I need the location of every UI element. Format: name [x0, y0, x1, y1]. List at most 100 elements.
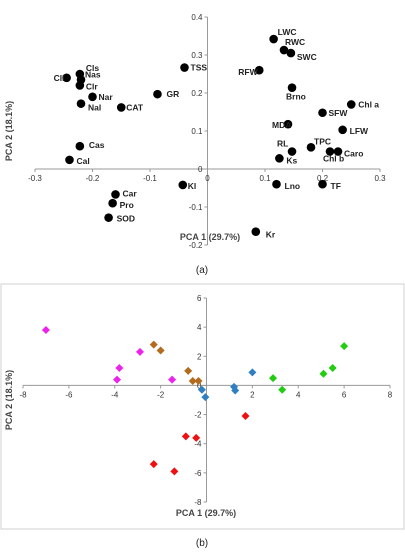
score-point-s4-5 [340, 342, 349, 351]
score-point-s1-5 [168, 375, 177, 384]
point-rwc [279, 45, 289, 55]
score-point-s2-1 [149, 340, 158, 349]
panel-a-chart: -0.3 -0.2 -0.1 0 0.1 0.2 0.3 -0.2 -0.1 0 0.1 0.2 0.3… [4, 13, 386, 250]
score-point-s1-3 [113, 375, 122, 384]
point-kl [178, 180, 188, 190]
point-ks [275, 154, 284, 163]
score-point-s3-2 [201, 393, 210, 402]
x-tick-label: 0.2 [317, 174, 329, 183]
point-pro [108, 198, 117, 208]
point-label-kr: Kr [266, 230, 276, 240]
point-label-gr: GR [166, 89, 179, 99]
point-label-kl: Kl [188, 181, 197, 191]
point-label-pro: Pro [120, 200, 134, 210]
y-tick-label: -2 [194, 411, 202, 420]
x-axis-title: PCA 1 (29.7%) [176, 508, 236, 518]
y-tick-label: -4 [194, 440, 202, 449]
y-tick-label: -0.1 [189, 203, 203, 212]
x-tick-label: -0.3 [28, 174, 42, 183]
y-tick-label: 0.1 [191, 127, 203, 136]
y-axis-title: PCA 2 (18.1%) [4, 370, 14, 430]
point-nar [88, 92, 97, 102]
x-tick-label: -6 [65, 390, 73, 399]
score-point-s1-4 [135, 347, 144, 356]
y-tick-label: 0.4 [191, 13, 203, 22]
y-tick-label: -8 [194, 498, 202, 507]
point-nal [76, 99, 86, 108]
y-tick-label: 0.2 [191, 89, 203, 98]
point-label-cat: CAT [126, 102, 144, 112]
score-point-s2-2 [156, 346, 165, 355]
point-label-mda: MDA [272, 120, 291, 130]
x-tick-label: 2 [250, 390, 255, 399]
point-label-cal: Cal [77, 156, 90, 166]
point-label-rfw: RFW [238, 67, 258, 77]
point-label-cas: Cas [89, 140, 105, 150]
point-label-car: Car [123, 188, 138, 198]
point-cas [75, 141, 85, 151]
point-cat [116, 103, 126, 112]
point-gr [153, 89, 162, 99]
caption-b: (b) [196, 538, 208, 549]
point-label-nal: Nal [88, 103, 101, 113]
point-label-lfw: LFW [350, 126, 369, 136]
point-kr [251, 227, 261, 236]
point-chl-b [325, 147, 335, 156]
y-tick-label: 2 [197, 352, 202, 361]
x-tick-label: 4 [296, 390, 301, 399]
point-label-brno: Brno [286, 92, 306, 102]
y-tick-label: -0.2 [189, 241, 203, 250]
point-sfw [318, 108, 327, 118]
point-chl-a [346, 100, 356, 109]
score-point-s4-3 [319, 369, 328, 378]
score-point-s3-4 [231, 386, 240, 395]
caption-a: (a) [196, 265, 208, 276]
x-tick-label: 8 [388, 390, 393, 399]
point-tpc [306, 143, 316, 152]
score-point-s5-2 [192, 433, 201, 442]
x-tick-label: -4 [111, 390, 119, 399]
y-tick-label: 0 [198, 165, 203, 174]
point-label-rl: RL [277, 139, 288, 149]
point-label-tss: TSS [191, 63, 208, 73]
point-sod [104, 213, 113, 222]
point-label-tpc: TPC [314, 136, 331, 146]
y-tick-label: 6 [197, 294, 202, 303]
point-tf [318, 179, 327, 189]
x-axis-title: PCA 1 (29.7%) [180, 232, 240, 242]
score-point-s4-2 [278, 385, 287, 394]
point-swc [286, 48, 296, 58]
point-tss [180, 63, 189, 72]
score-point-s4-4 [328, 363, 337, 372]
x-tick-label: 0 [205, 174, 210, 183]
point-lfw [338, 125, 347, 135]
score-point-s2-5 [194, 377, 203, 386]
point-lno [272, 179, 281, 189]
score-point-s4-1 [269, 374, 278, 383]
point-label-nar: Nar [99, 92, 114, 102]
point-rfw [254, 65, 264, 75]
point-label-chl-b: Chl b [323, 154, 344, 164]
point-label-tf: TF [331, 181, 341, 191]
point-rl [287, 147, 297, 156]
x-tick-label: 0.1 [259, 174, 271, 183]
point-cal [65, 155, 74, 165]
point-label-clr: Clr [86, 81, 99, 91]
x-tick-label: -8 [19, 390, 27, 399]
panel-b-chart: -8 -6 -4 -2 2 4 6 8 -8 -6 -4 -2 0 2 4 6 PCA 1 (29.7%) PCA… [4, 294, 393, 518]
x-tick-label: -0.1 [143, 174, 157, 183]
score-point-s1-2 [115, 363, 124, 372]
point-mda [283, 119, 293, 129]
score-point-s2-3 [184, 366, 193, 375]
score-point-s1-1 [41, 326, 50, 335]
point-cll [62, 73, 71, 83]
point-label-lno: Lno [285, 181, 301, 191]
point-label-chl-a: Chl a [358, 99, 379, 109]
point-caro [333, 147, 343, 156]
x-tick-label: -2 [157, 390, 165, 399]
y-axis-title: PCA 2 (18.1%) [4, 101, 14, 161]
point-label-nas: Nas [85, 70, 101, 80]
score-point-s5-5 [170, 467, 179, 476]
point-label-swc: SWC [297, 52, 317, 62]
